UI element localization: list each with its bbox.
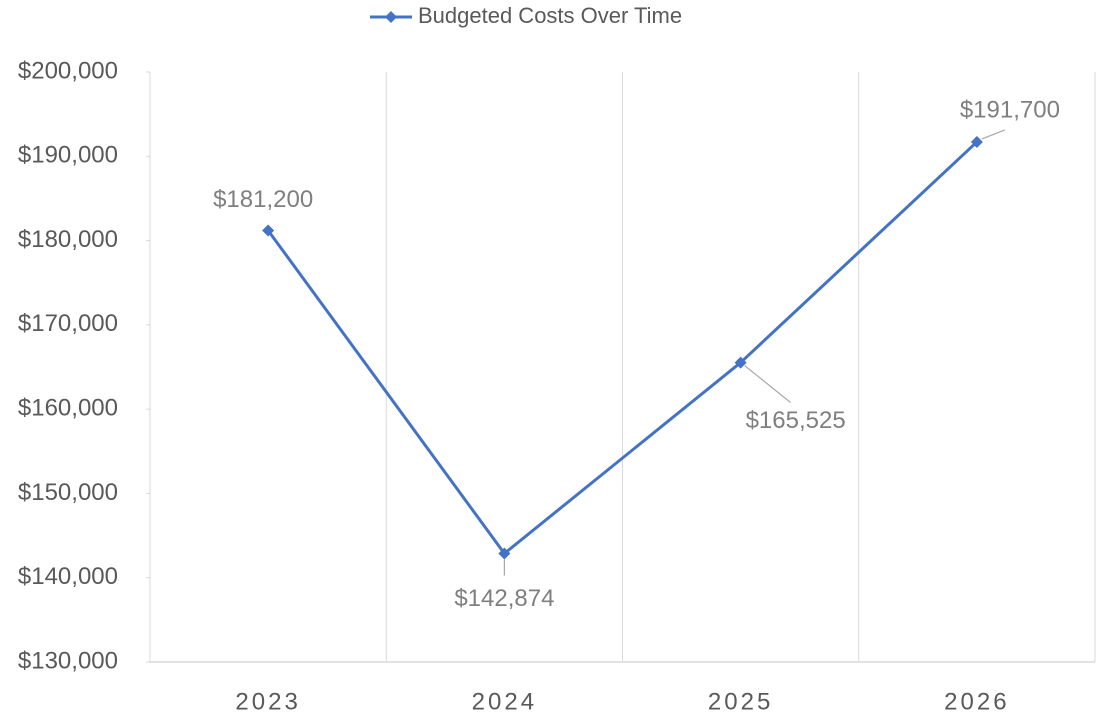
y-tick-label: $160,000 xyxy=(18,394,118,421)
y-tick-label: $130,000 xyxy=(18,647,118,674)
data-point xyxy=(734,356,747,369)
legend-label: Budgeted Costs Over Time xyxy=(418,3,682,28)
leader-line xyxy=(744,365,792,404)
x-tick-label: 2025 xyxy=(708,688,773,715)
leader-line xyxy=(981,129,1006,140)
y-tick-label: $200,000 xyxy=(18,57,118,84)
y-tick-label: $140,000 xyxy=(18,563,118,590)
data-point xyxy=(262,224,275,237)
series-line xyxy=(266,140,978,555)
y-tick-label: $180,000 xyxy=(18,226,118,253)
data-label: $181,200 xyxy=(213,186,313,213)
y-tick-label: $190,000 xyxy=(18,142,118,169)
y-tick-label: $150,000 xyxy=(18,479,118,506)
x-tick-label: 2024 xyxy=(472,688,537,715)
data-point xyxy=(970,135,983,148)
x-tick-label: 2023 xyxy=(235,688,300,715)
data-label: $165,525 xyxy=(746,407,846,434)
x-tick-label: 2026 xyxy=(944,688,1009,715)
legend-marker xyxy=(385,11,397,23)
y-tick-label: $170,000 xyxy=(18,310,118,337)
data-label: $191,700 xyxy=(960,96,1060,123)
data-label: $142,874 xyxy=(454,585,554,612)
data-point xyxy=(498,547,511,560)
